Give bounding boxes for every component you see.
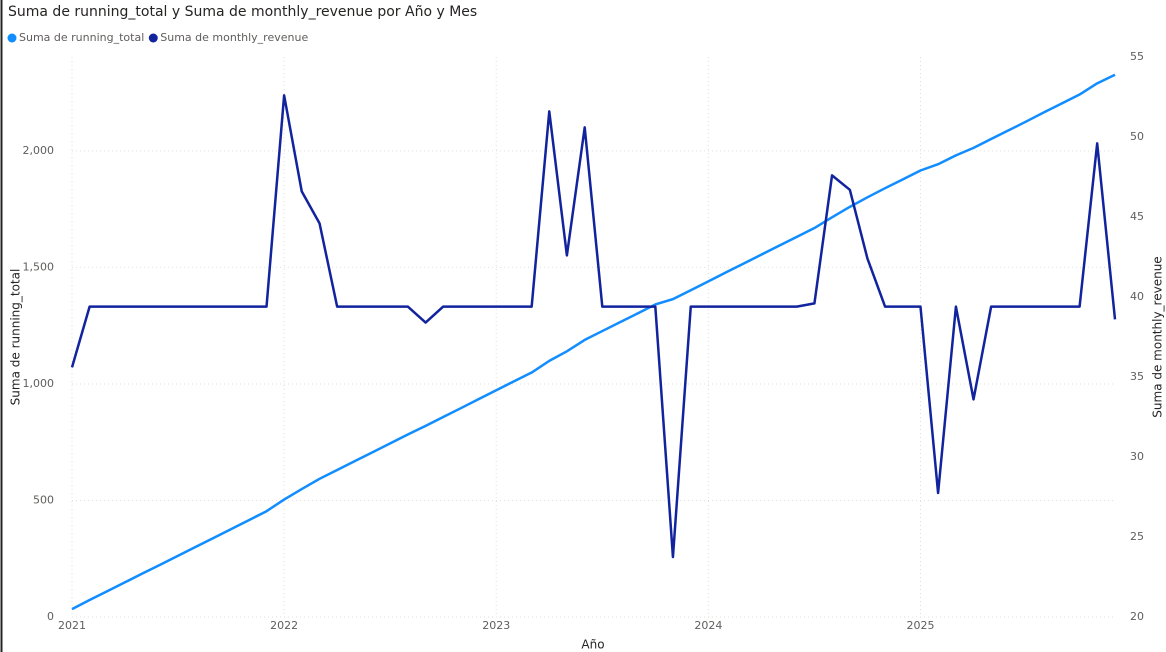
legend-marker (148, 33, 158, 43)
y-tick-label: 0 (47, 610, 54, 623)
x-tick-label: 2025 (906, 619, 934, 632)
y2-tick-label: 35 (1130, 370, 1144, 383)
chart-title: Suma de running_total y Suma de monthly_… (8, 4, 477, 20)
x-tick-label: 2023 (482, 619, 510, 632)
x-axis-title: Año (581, 638, 604, 652)
x-tick-label: 2021 (58, 619, 86, 632)
y2-tick-label: 45 (1130, 210, 1144, 223)
series-line (71, 73, 1116, 611)
y2-tick-label: 30 (1130, 450, 1144, 463)
y-tick-label: 500 (33, 493, 54, 506)
y2-tick-label: 40 (1130, 290, 1144, 303)
y-tick-label: 2,000 (23, 144, 55, 157)
y2-tick-label: 20 (1130, 610, 1144, 623)
y2-tick-label: 50 (1130, 130, 1144, 143)
legend-label: Suma de running_total (19, 31, 144, 44)
x-tick-label: 2024 (694, 619, 722, 632)
legend-label: Suma de monthly_revenue (160, 31, 308, 44)
y-tick-label: 1,000 (23, 377, 55, 390)
y-axis-title: Suma de running_total (9, 269, 23, 406)
y2-tick-label: 55 (1130, 50, 1144, 63)
y-tick-label: 1,500 (23, 260, 55, 273)
x-tick-label: 2022 (270, 619, 298, 632)
legend-marker (7, 33, 17, 43)
series-line (70, 94, 1117, 559)
y2-axis-title: Suma de monthly_revenue (1151, 256, 1165, 417)
y2-tick-label: 25 (1130, 530, 1144, 543)
